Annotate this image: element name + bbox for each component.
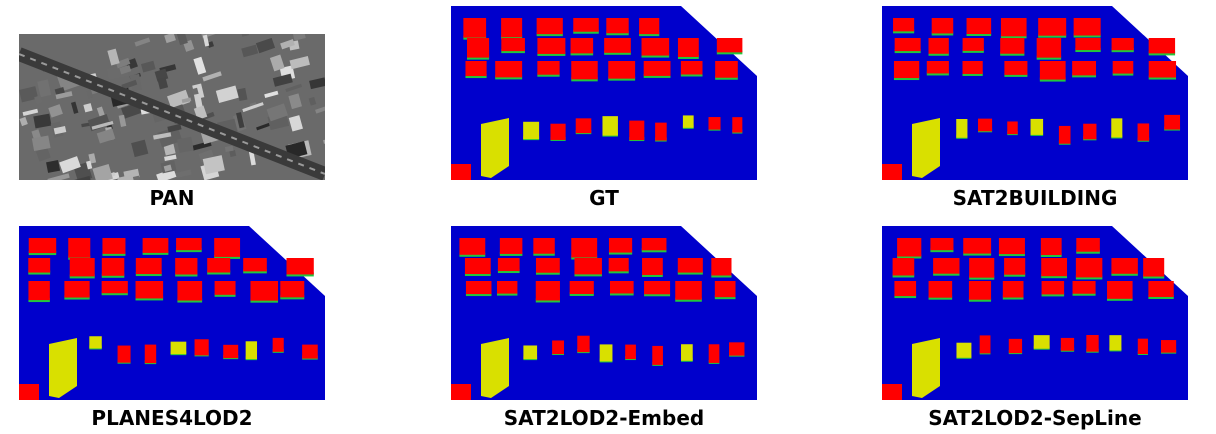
- caption-pan: PAN: [149, 186, 195, 210]
- caption-sat2lod2-embed: SAT2LOD2-Embed: [503, 406, 705, 430]
- sat2building-3d-render: [882, 6, 1188, 180]
- pan-satellite-image: [19, 34, 325, 180]
- planes4lod2-3d-render: [19, 226, 325, 400]
- sat2lod2-sepline-3d-render: [882, 226, 1188, 400]
- gt-3d-render: [451, 6, 757, 180]
- caption-planes4lod2: PLANES4LOD2: [91, 406, 253, 430]
- sat2lod2-embed-3d-render: [451, 226, 757, 400]
- caption-gt: GT: [589, 186, 619, 210]
- caption-sat2lod2-sepline: SAT2LOD2-SepLine: [928, 406, 1142, 430]
- caption-sat2building: SAT2BUILDING: [952, 186, 1118, 210]
